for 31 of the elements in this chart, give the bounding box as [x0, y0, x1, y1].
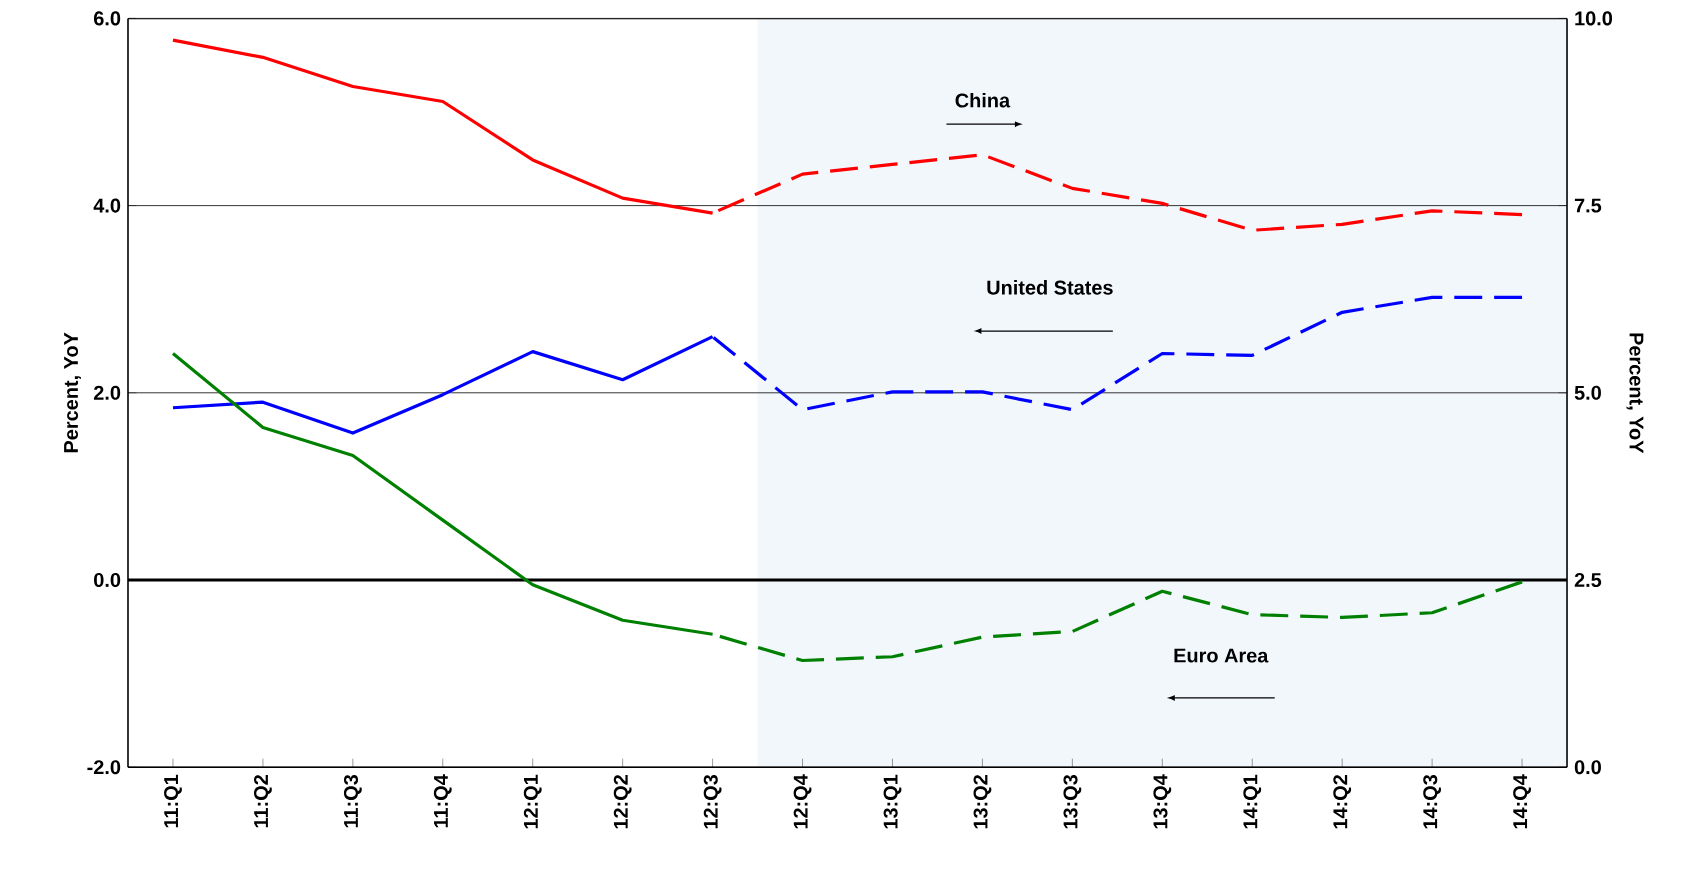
- y-tick-label: 6.0: [93, 11, 121, 26]
- y-tick-label: 0.0: [94, 572, 121, 588]
- x-tick-label: 13:Q4: [1153, 774, 1172, 829]
- y2-axis-title: Percent, YoY: [1626, 333, 1644, 454]
- x-tick-label: 11:Q2: [254, 775, 272, 828]
- x-tick-label: 14:Q1: [1243, 774, 1262, 829]
- x-tick-label: 11:Q4: [433, 774, 452, 828]
- y2-tick-label: 7.5: [1574, 198, 1602, 213]
- y-tick-label: 4.0: [93, 198, 121, 213]
- y-axis-title: Percent, YoY: [64, 332, 81, 453]
- x-tick-label: 12:Q2: [613, 775, 632, 829]
- x-tick-label: 12:Q1: [523, 774, 542, 829]
- text: Euro Area: [1174, 648, 1269, 663]
- text: China: [955, 92, 1011, 108]
- x-tick-label: 11:Q3: [343, 774, 362, 828]
- y2-tick-label: 10.0: [1575, 11, 1613, 26]
- y2-tick-label: 0.0: [1574, 760, 1601, 775]
- x-tick-label: 11:Q1: [164, 774, 182, 828]
- x-tick-label: 12:Q4: [793, 774, 812, 829]
- x-tick-label: 13:Q1: [883, 774, 902, 829]
- text: United States: [987, 280, 1113, 295]
- x-tick-label: 14:Q2: [1333, 775, 1352, 829]
- x-tick-label: 13:Q2: [973, 775, 992, 829]
- x-tick-label: 14:Q3: [1423, 774, 1442, 829]
- x-tick-label: 12:Q3: [703, 774, 722, 829]
- x-tick-label: 13:Q3: [1063, 774, 1082, 829]
- y2-tick-label: 2.5: [1574, 572, 1602, 588]
- y-tick-label: -2.0: [87, 760, 121, 775]
- y-tick-label: 2.0: [93, 385, 121, 400]
- x-tick-label: 14:Q4: [1513, 774, 1531, 829]
- y2-tick-label: 5.0: [1574, 385, 1601, 400]
